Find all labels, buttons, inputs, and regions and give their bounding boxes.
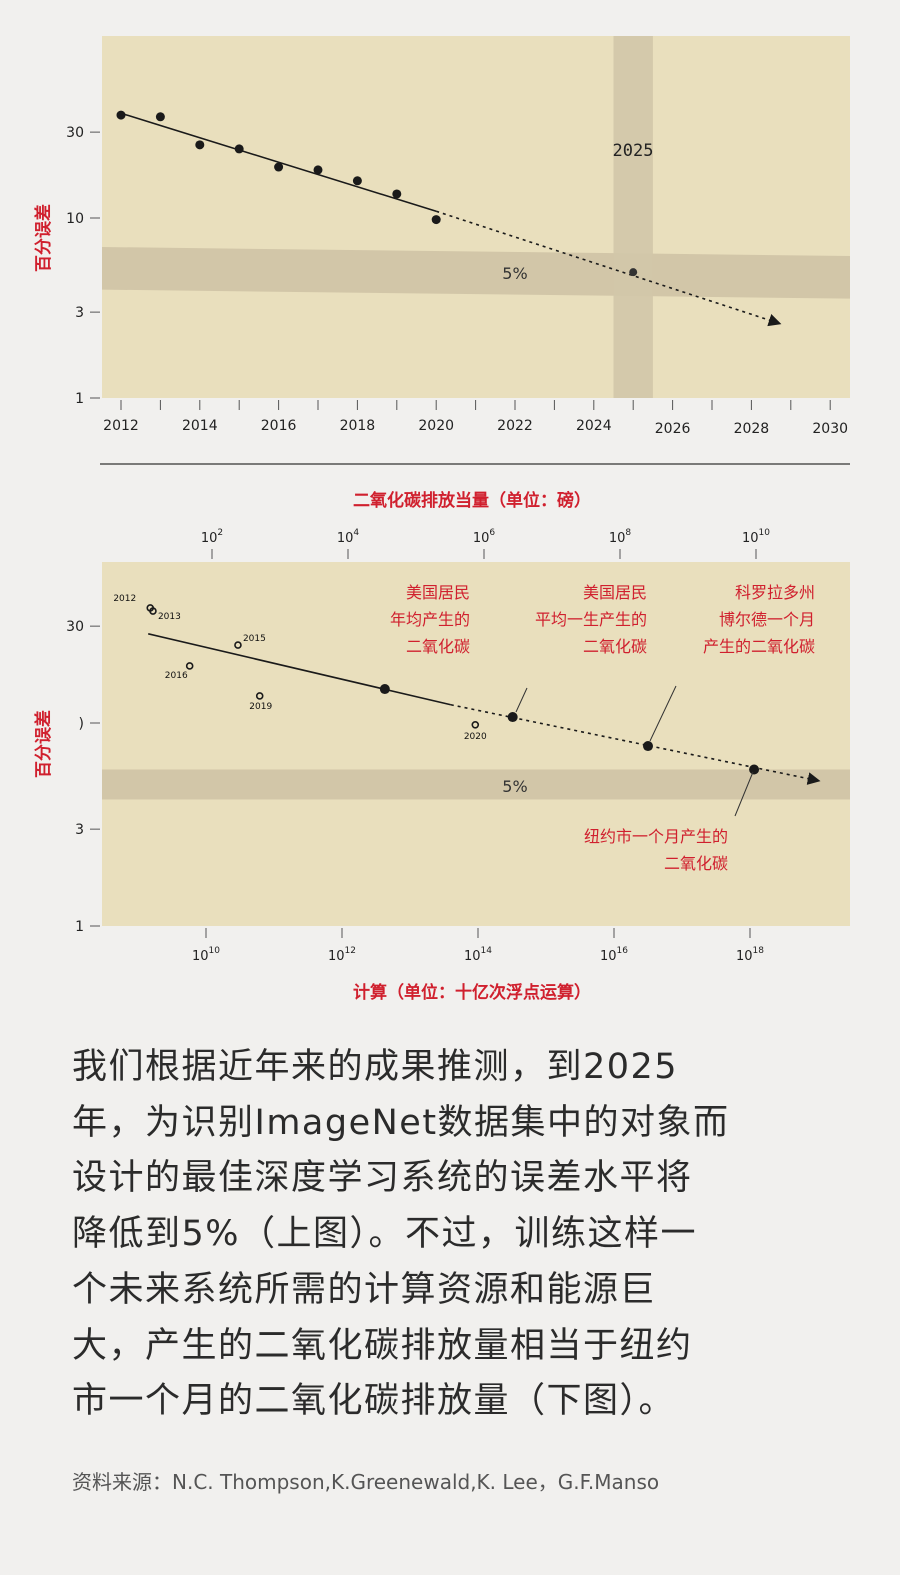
caption-line: 我们根据近年来的成果推测，到2025 <box>72 1047 679 1087</box>
data-point-2016 <box>274 162 284 172</box>
x2-tick-label: 104 <box>337 528 360 546</box>
x-tick-label: 2028 <box>734 421 770 437</box>
observed-point-label: 2016 <box>165 671 188 681</box>
x-tick-label: 1018 <box>736 946 764 964</box>
trend-line-solid <box>148 633 451 706</box>
data-point-2014 <box>195 140 205 150</box>
y-tick-label: 10 <box>66 211 84 227</box>
plot-area <box>102 36 850 398</box>
observed-point-label: 2020 <box>464 732 487 742</box>
annotation-1-line: 二氧化碳 <box>583 637 647 656</box>
annotation-0-line: 二氧化碳 <box>406 637 470 656</box>
x-tick-label: 2018 <box>340 418 376 434</box>
caption-paragraph: 我们根据近年来的成果推测，到2025 年，为识别ImageNet数据集中的对象而… <box>72 1040 852 1430</box>
x2-tick-label: 108 <box>609 528 632 546</box>
y-tick-label: 30 <box>66 125 84 141</box>
annotation-0-line: 美国居民 <box>406 583 470 602</box>
data-point-2015 <box>234 144 244 154</box>
observed-point-2019 <box>255 692 264 700</box>
projection-point-2025 <box>629 268 638 277</box>
annotation-3-line: 二氧化碳 <box>664 854 728 873</box>
observed-point-label: 2019 <box>249 702 272 712</box>
leader-line-0 <box>515 687 528 713</box>
source-credit: 资料来源：N.C. Thompson,K.Greenewald,K. Lee，G… <box>72 1470 660 1494</box>
y-tick-label: 1 <box>75 391 84 407</box>
top-chart: 2025 5% 1 3 10 30 2012 2014 2016 2018 2020 2022 2024… <box>33 36 850 437</box>
x-tick-label: 2016 <box>261 418 297 434</box>
annotation-2-line: 科罗拉多州 <box>735 583 815 602</box>
plot-area <box>102 562 850 926</box>
y-axis-label: 百分误差 <box>33 204 54 272</box>
x-axis-label: 计算（单位：十亿次浮点运算） <box>353 982 591 1003</box>
observed-point-label: 2013 <box>158 612 181 622</box>
data-point-2013 <box>155 112 165 122</box>
caption-line: 设计的最佳深度学习系统的误差水平将 <box>72 1158 693 1199</box>
annotation-2-line: 博尔德一个月 <box>719 610 815 629</box>
x-tick-label: 2014 <box>182 418 218 434</box>
observed-point-label: 2012 <box>113 594 136 604</box>
x-tick-label: 2026 <box>655 421 691 437</box>
annotation-1-line: 平均一生产生的 <box>535 610 647 629</box>
x-tick-label: 2024 <box>576 418 612 434</box>
data-point-2017 <box>313 165 323 175</box>
year-band-label: 2025 <box>613 141 654 161</box>
caption-line: 降低到5%（上图）。不过，训练这样一 <box>72 1214 698 1255</box>
observed-point-2016 <box>185 662 194 670</box>
x-tick-label: 1016 <box>600 946 628 964</box>
y-tick-label: 30 <box>66 619 84 635</box>
target-band <box>102 769 850 800</box>
annotation-2-line: 产生的二氧化碳 <box>703 637 815 656</box>
target-band-label: 5% <box>502 777 527 796</box>
caption-line: 个未来系统所需的计算资源和能源巨 <box>72 1269 657 1310</box>
leader-line-1 <box>649 685 677 742</box>
x2-axis-label: 二氧化碳排放当量（单位：磅） <box>353 490 591 511</box>
y-tick-label: 3 <box>75 305 84 321</box>
bottom-chart: 二氧化碳排放当量（单位：磅） 5% 1 3) 30 百分误差 1010 1012 1014 101… <box>33 490 850 1003</box>
target-band-label: 5% <box>502 264 527 283</box>
caption-line: 大，产生的二氧化碳排放量相当于纽约 <box>72 1325 693 1366</box>
x2-tick-label: 106 <box>473 528 496 546</box>
x-tick-label: 1012 <box>328 946 356 964</box>
trend-line-solid <box>120 112 437 213</box>
target-band <box>102 247 850 299</box>
x-tick-label: 1014 <box>464 946 492 964</box>
x-tick-label: 2030 <box>812 421 848 437</box>
leader-line-2 <box>734 771 754 817</box>
year-band <box>613 36 653 398</box>
observed-point-label: 2015 <box>243 634 266 644</box>
x-tick-label: 2022 <box>497 418 533 434</box>
x-tick-label: 1010 <box>192 946 220 964</box>
observed-point-2013 <box>149 607 157 615</box>
y-tick-label: 1 <box>75 919 84 935</box>
caption-line: 市一个月的二氧化碳排放量（下图）。 <box>72 1381 676 1422</box>
observed-point-2020 <box>471 720 480 729</box>
observed-point-2015 <box>234 641 242 649</box>
benchmark-point-1 <box>507 712 518 723</box>
x-tick-label: 2012 <box>103 418 139 434</box>
data-point-2012 <box>116 110 126 120</box>
y-tick-label: 3 <box>75 822 84 838</box>
caption-line: 年，为识别ImageNet数据集中的对象而 <box>72 1102 730 1143</box>
y-tick-label: ) <box>79 716 84 732</box>
x-tick-label: 2020 <box>418 418 454 434</box>
benchmark-point-0 <box>379 684 390 695</box>
data-point-2019 <box>392 189 402 199</box>
annotation-0-line: 年均产生的 <box>390 610 470 629</box>
charts: 2025 5% 1 3 10 30 2012 2014 2016 2018 2020 2022 2024… <box>33 36 850 1003</box>
annotation-3-line: 纽约市一个月产生的 <box>584 827 728 846</box>
annotation-1-line: 美国居民 <box>583 583 647 602</box>
data-point-2020 <box>431 215 441 225</box>
data-point-2018 <box>352 176 362 186</box>
x2-tick-label: 102 <box>201 528 223 546</box>
benchmark-point-3 <box>749 764 760 775</box>
benchmark-point-2 <box>643 741 653 752</box>
x2-tick-label: 1010 <box>742 528 770 546</box>
y-axis-label: 百分误差 <box>33 710 54 778</box>
